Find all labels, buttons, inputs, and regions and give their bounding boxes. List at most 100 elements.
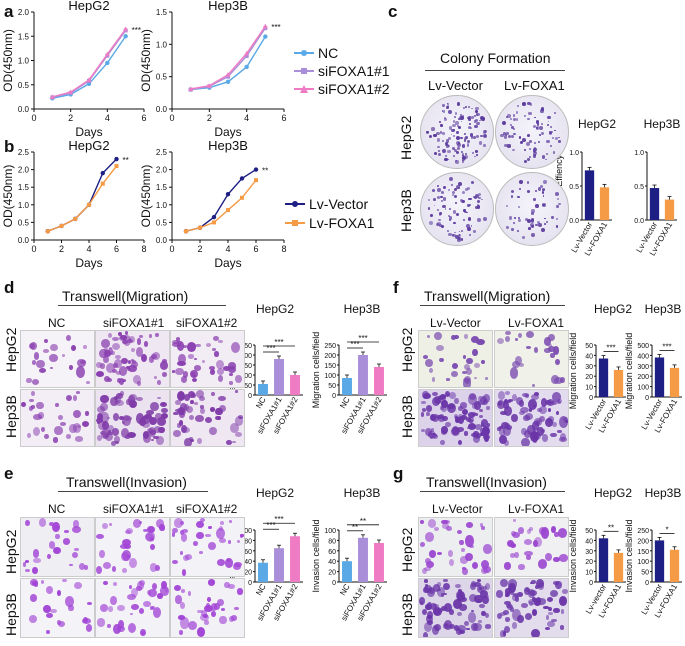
cell-blob	[472, 435, 481, 444]
cell-blob	[478, 408, 483, 413]
colony-dot	[530, 220, 534, 224]
y-tick-label: 100	[637, 559, 649, 566]
colony-dot	[471, 116, 474, 119]
row-label: HepG2	[399, 327, 415, 372]
cell-blob	[118, 416, 124, 420]
colony-dot	[512, 114, 515, 117]
y-tick-label: 100	[324, 528, 336, 535]
cell-blob	[211, 348, 216, 351]
cell-blob	[551, 374, 559, 385]
colony-dot	[519, 179, 524, 184]
cell-blob	[529, 408, 533, 412]
colony-dot	[428, 135, 432, 139]
colony-dot	[474, 206, 478, 209]
cell-blob	[462, 408, 468, 415]
cell-blob	[514, 355, 522, 365]
cell-blob	[96, 533, 105, 540]
cell-blob	[128, 364, 137, 373]
cell-blob	[536, 598, 546, 605]
colony-dot	[470, 197, 473, 200]
cell-blob	[520, 602, 529, 608]
series-line	[185, 169, 257, 232]
cell-blob	[558, 528, 567, 538]
cell-blob	[211, 610, 216, 617]
y-tick-label: 0	[645, 580, 649, 587]
y-axis-label: Migration cells/field	[311, 332, 321, 409]
panel-letter-c: c	[388, 2, 398, 21]
colony-dot	[502, 132, 506, 136]
colony-dot	[469, 123, 472, 126]
cell-blob	[226, 558, 231, 562]
cell-blob	[423, 621, 432, 632]
cell-blob	[524, 586, 531, 595]
colony-dot	[469, 133, 474, 137]
cell-blob	[524, 613, 533, 621]
significance-label: **	[608, 523, 614, 532]
y-tick-label: 60	[244, 549, 252, 556]
cell-blob	[531, 579, 537, 585]
y-tick-label: 300	[637, 364, 649, 371]
cell-blob	[147, 588, 157, 598]
y-tick-label: 0.0	[156, 236, 168, 245]
cell-blob	[230, 615, 238, 622]
cell-blob	[162, 372, 168, 377]
cell-blob	[424, 532, 434, 542]
cell-blob	[139, 335, 144, 338]
colony-dot	[455, 234, 460, 239]
cell-blob	[148, 334, 153, 338]
cell-blob	[160, 581, 167, 589]
cell-blob	[500, 421, 509, 430]
cell-blob	[234, 390, 238, 393]
cell-blob	[150, 438, 155, 442]
cell-blob	[420, 400, 426, 405]
y-tick-label: 40	[585, 353, 593, 360]
colony-dot	[444, 155, 447, 158]
colony-dot	[535, 223, 538, 226]
chart-title: Hep3B	[208, 0, 248, 13]
cell-blob	[500, 579, 509, 588]
cell-blob	[518, 564, 525, 570]
colony-dot	[551, 216, 554, 219]
colony-dot	[481, 198, 483, 201]
cell-blob	[235, 375, 242, 384]
cell-blob	[127, 623, 136, 634]
cell-blob	[121, 420, 125, 424]
cell-blob	[505, 591, 511, 597]
cell-blob	[503, 440, 509, 446]
colony-dot	[481, 117, 484, 120]
cell-blob	[107, 606, 114, 613]
cell-blob	[160, 407, 168, 414]
colony-dot	[518, 216, 520, 219]
cell-blob	[211, 603, 218, 612]
colony-dot	[430, 213, 433, 217]
panel-letter-g: g	[393, 464, 404, 483]
cell-blob	[423, 393, 432, 400]
cell-blob	[517, 527, 525, 535]
cell-blob	[211, 391, 216, 397]
colony-dot	[506, 113, 511, 118]
cell-blob	[512, 531, 521, 538]
y-tick-label: 60	[328, 549, 336, 556]
cell-blob	[46, 553, 51, 559]
cell-blob	[97, 412, 104, 422]
cell-blob	[30, 405, 36, 409]
colony-dot	[448, 219, 452, 222]
colony-dot	[439, 131, 443, 134]
colony-title: Colony Formation	[440, 50, 551, 66]
colony-dot	[458, 117, 461, 120]
bar	[290, 536, 300, 582]
cell-blob	[208, 542, 217, 550]
colony-dot	[527, 133, 530, 137]
bar	[358, 537, 368, 582]
x-tick-label: 0	[169, 244, 174, 254]
colony-dot	[521, 137, 526, 142]
colony-dot	[483, 129, 487, 134]
cell-blob	[38, 412, 44, 419]
cell-blob	[103, 355, 109, 364]
colony-dot	[437, 188, 441, 193]
colony-dot	[472, 151, 475, 154]
cell-blob	[497, 391, 506, 401]
cell-blob	[28, 615, 37, 624]
cell-blob	[443, 592, 447, 596]
cell-blob	[216, 416, 221, 420]
